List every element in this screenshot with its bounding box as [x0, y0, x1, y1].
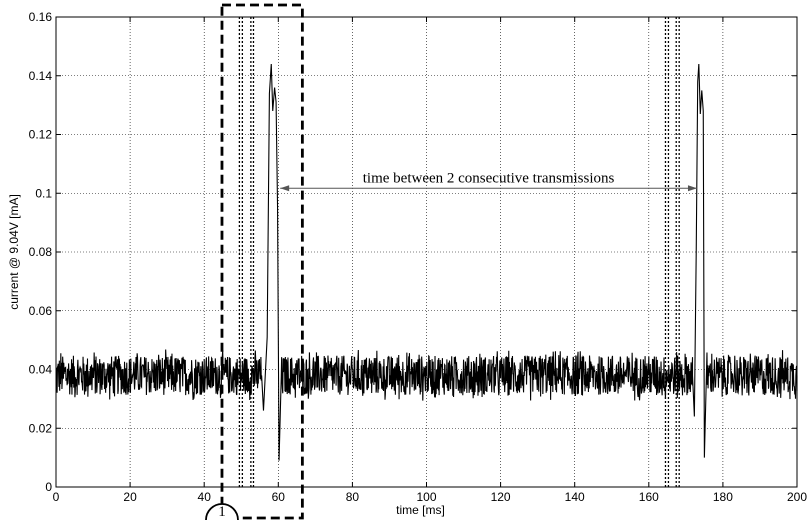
y-tick-label: 0.16 — [29, 10, 53, 24]
highlight-dashed-box — [220, 3, 304, 520]
x-tick-label: 100 — [416, 490, 436, 504]
y-tick-label: 0.14 — [29, 69, 53, 83]
y-tick-label: 0.12 — [29, 128, 53, 142]
y-tick-label: 0.1 — [35, 186, 52, 200]
x-tick-label: 0 — [53, 490, 60, 504]
circled-marker — [205, 503, 239, 520]
x-tick-label: 180 — [713, 490, 733, 504]
highlight-box: 1 — [205, 3, 304, 520]
x-tick-label: 40 — [198, 490, 212, 504]
x-tick-label: 120 — [491, 490, 511, 504]
axes — [55, 16, 798, 488]
series-line-current — [55, 63, 798, 461]
annotation-text: time between 2 consecutive transmissions — [363, 170, 615, 186]
x-tick-label: 140 — [565, 490, 585, 504]
y-axis-label: current @ 9.04V [mA] — [7, 194, 21, 310]
circled-label: 1 — [218, 504, 226, 520]
x-tick-label: 80 — [346, 490, 360, 504]
y-tick-label: 0.08 — [29, 245, 53, 259]
x-tick-label: 200 — [787, 490, 807, 504]
series-layer — [55, 63, 798, 461]
annotation: time between 2 consecutive transmissions — [280, 170, 697, 192]
x-tick-label: 160 — [639, 490, 659, 504]
y-tick-label: 0 — [45, 480, 52, 494]
grid-lines — [56, 17, 797, 487]
x-tick-label: 20 — [123, 490, 137, 504]
annotation-arrowhead-right — [687, 185, 697, 192]
y-tick-label: 0.04 — [29, 363, 53, 377]
tick-labels: 0 20 40 60 80 100 120 140 160 180 200 0 0.02 0.04 0.06… — [29, 10, 808, 504]
annotation-arrowhead-left — [280, 185, 290, 192]
y-tick-label: 0.02 — [29, 421, 53, 435]
x-axis-label: time [ms] — [396, 503, 445, 517]
y-tick-label: 0.06 — [29, 304, 53, 318]
x-tick-label: 60 — [272, 490, 286, 504]
